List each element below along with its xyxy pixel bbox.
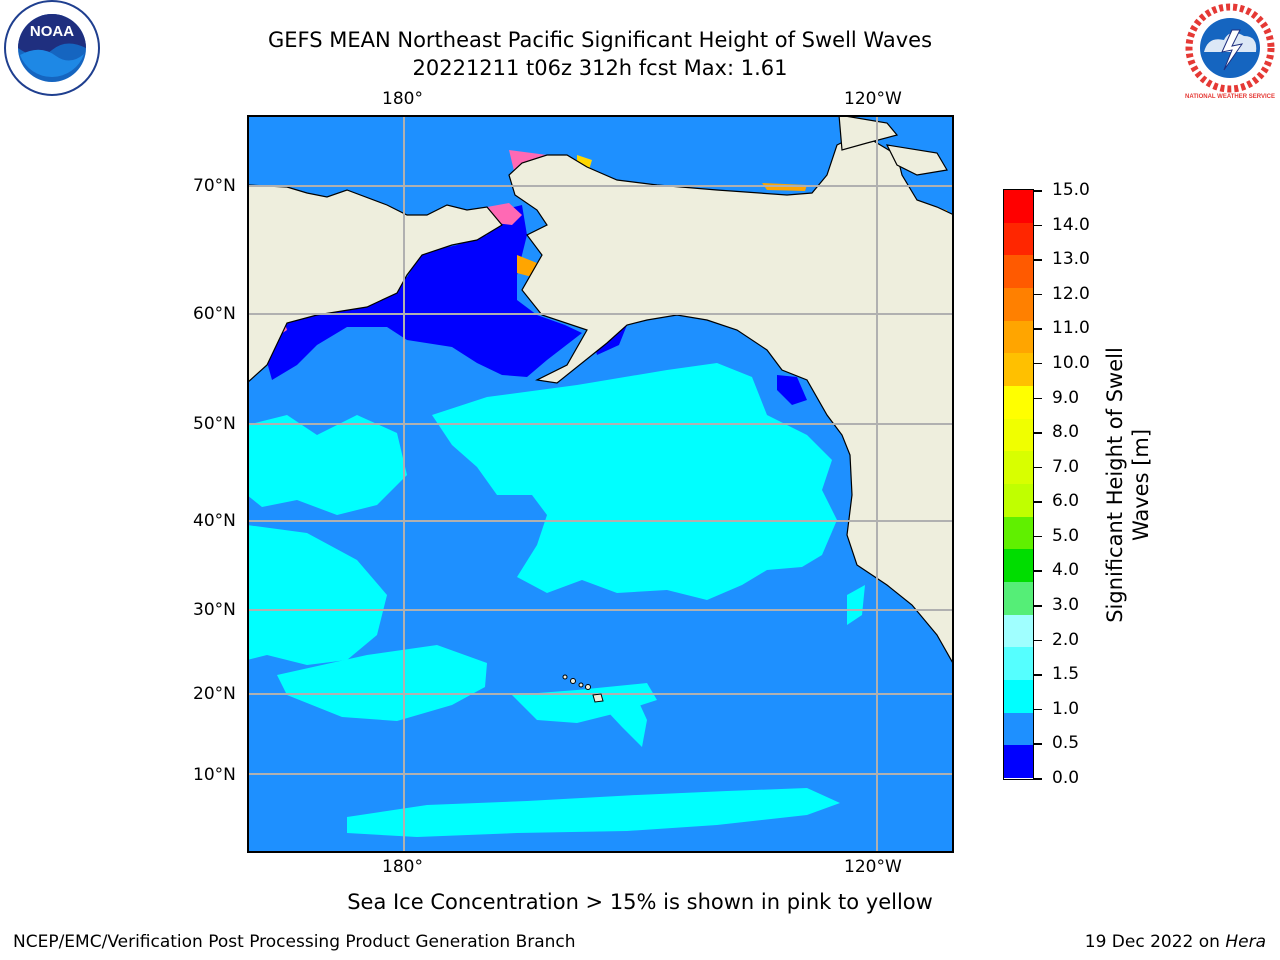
map-frame xyxy=(247,115,954,853)
lat-label-40n: 40°N xyxy=(193,511,236,531)
colorbar-segment xyxy=(1004,320,1033,354)
colorbar-tick xyxy=(1034,743,1042,745)
colorbar-tick xyxy=(1034,639,1042,642)
noaa-logo: NOAA xyxy=(4,0,100,96)
colorbar-title: Significant Height of Swell Waves [m] xyxy=(1102,347,1154,623)
colorbar-tick-label: 0.5 xyxy=(1052,733,1080,754)
colorbar-segment xyxy=(1004,582,1033,616)
footer-date-text: 19 Dec 2022 on xyxy=(1084,932,1226,952)
colorbar-tick xyxy=(1034,190,1042,192)
hawaiian-islands xyxy=(562,674,604,703)
colorbar-segment xyxy=(1004,745,1033,779)
lat-label-50n: 50°N xyxy=(193,414,236,434)
colorbar-tick xyxy=(1034,501,1042,503)
colorbar-tick xyxy=(1034,397,1042,400)
colorbar-segment xyxy=(1004,255,1033,289)
colorbar-segment xyxy=(1004,288,1033,322)
colorbar-tick-label: 5.0 xyxy=(1052,525,1080,546)
colorbar-segment xyxy=(1004,353,1033,387)
map-subtitle: 20221211 t06z 312h fcst Max: 1.61 xyxy=(412,56,788,80)
lon-label-bottom-120w: 120°W xyxy=(844,857,902,877)
colorbar-segment xyxy=(1004,451,1033,485)
footer-credit: NCEP/EMC/Verification Post Processing Pr… xyxy=(13,932,576,952)
lon-label-top-120w: 120°W xyxy=(844,89,902,109)
footer-host: Hera xyxy=(1225,932,1266,952)
lat-label-10n: 10°N xyxy=(193,765,236,785)
colorbar-tick-label: 0.0 xyxy=(1052,768,1080,788)
colorbar-tick-label: 10.0 xyxy=(1052,352,1090,373)
nws-logo-text: NATIONAL WEATHER SERVICE xyxy=(1185,94,1275,100)
colorbar-tick xyxy=(1034,778,1042,780)
colorbar-tick-label: 14.0 xyxy=(1052,214,1090,235)
footer-date: 19 Dec 2022 on Hera xyxy=(1085,932,1266,952)
nws-logo: NATIONAL WEATHER SERVICE xyxy=(1183,1,1277,100)
lat-label-70n: 70°N xyxy=(193,176,236,196)
lat-label-60n: 60°N xyxy=(193,304,236,324)
swell-1-0-1-5-regions xyxy=(247,363,865,837)
colorbar-tick xyxy=(1034,432,1042,434)
colorbar-segment xyxy=(1004,614,1033,648)
colorbar-segment xyxy=(1004,549,1033,583)
map-title: GEFS MEAN Northeast Pacific Significant … xyxy=(267,28,933,52)
colorbar-segment xyxy=(1004,386,1033,420)
colorbar-segment xyxy=(1004,222,1033,256)
colorbar-tick xyxy=(1034,259,1042,261)
colorbar-tick xyxy=(1034,535,1042,538)
colorbar-tick xyxy=(1034,328,1042,330)
colorbar-tick-label: 1.0 xyxy=(1052,698,1080,719)
colorbar-tick-label: 4.0 xyxy=(1052,560,1080,581)
colorbar-tick xyxy=(1034,293,1042,296)
colorbar-segment xyxy=(1004,484,1033,518)
colorbar-tick xyxy=(1034,570,1042,572)
colorbar-title-line1: Significant Height of Swell xyxy=(1103,347,1127,623)
colorbar-tick-label: 9.0 xyxy=(1052,387,1080,408)
land-masses xyxy=(247,115,954,667)
colorbar-tick-label: 2.0 xyxy=(1052,629,1080,650)
graticule xyxy=(247,115,954,853)
colorbar-tick xyxy=(1034,674,1042,676)
colorbar-segment xyxy=(1004,647,1033,681)
colorbar-segment xyxy=(1004,680,1033,714)
colorbar-tick-label: 13.0 xyxy=(1052,249,1090,270)
colorbar-tick-label: 8.0 xyxy=(1052,422,1080,443)
lon-label-top-180: 180° xyxy=(382,89,423,109)
colorbar-tick-label: 6.0 xyxy=(1052,491,1080,512)
sea-ice-note: Sea Ice Concentration > 15% is shown in … xyxy=(347,890,933,914)
lat-label-20n: 20°N xyxy=(193,684,236,704)
colorbar-tick xyxy=(1034,362,1042,365)
colorbar-tick xyxy=(1034,466,1042,469)
colorbar-tick-label: 12.0 xyxy=(1052,283,1090,304)
colorbar-segment xyxy=(1004,516,1033,550)
colorbar-tick xyxy=(1034,708,1042,711)
colorbar-segment xyxy=(1004,418,1033,452)
lat-label-30n: 30°N xyxy=(193,600,236,620)
noaa-logo-text: NOAA xyxy=(30,23,74,40)
colorbar-tick-label: 1.5 xyxy=(1052,664,1080,685)
colorbar-segment xyxy=(1004,712,1033,746)
colorbar-segment xyxy=(1004,190,1033,224)
swell-height-map xyxy=(247,115,954,853)
colorbar-title-line2: Waves [m] xyxy=(1129,428,1153,542)
colorbar-tick xyxy=(1034,605,1042,607)
colorbar-tick xyxy=(1034,224,1042,227)
colorbar-tick-label: 15.0 xyxy=(1052,180,1090,200)
colorbar xyxy=(1003,189,1034,780)
colorbar-tick-label: 7.0 xyxy=(1052,456,1080,477)
colorbar-tick-label: 11.0 xyxy=(1052,318,1090,339)
colorbar-tick-label: 3.0 xyxy=(1052,595,1080,616)
lon-label-bottom-180: 180° xyxy=(382,857,423,877)
